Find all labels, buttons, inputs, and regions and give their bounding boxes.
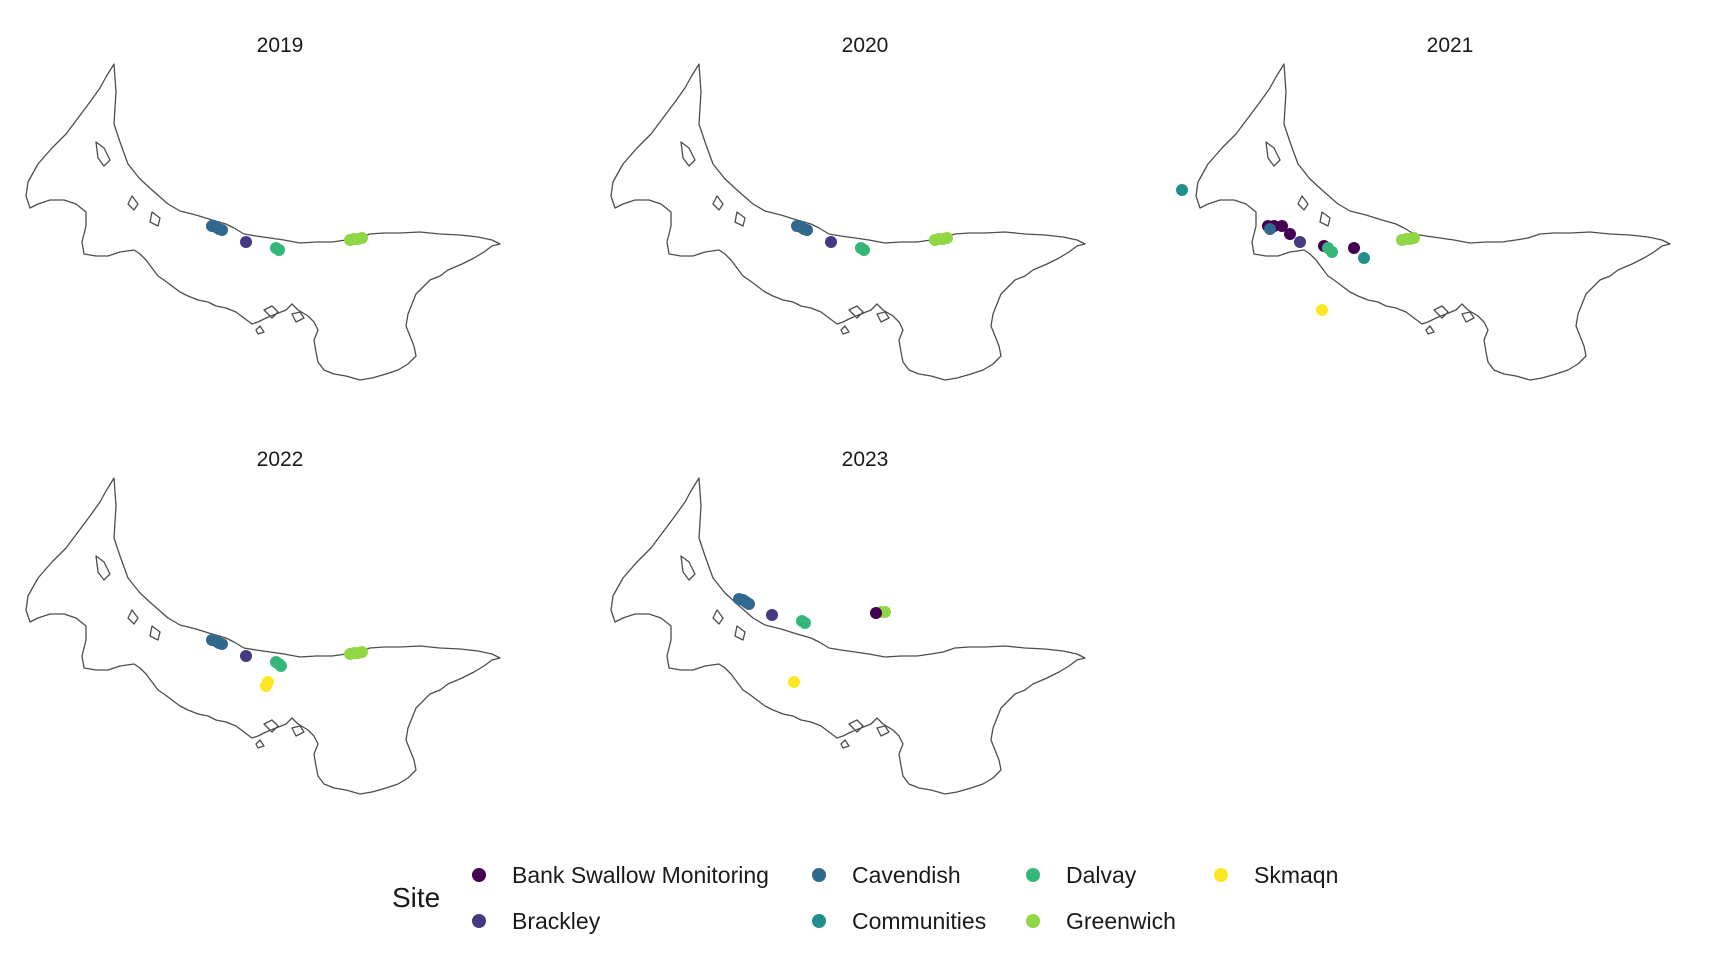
- site-point-communities: [1358, 252, 1370, 264]
- legend-item-cavendish: Cavendish: [812, 860, 961, 890]
- island-outline: [25, 477, 501, 795]
- site-point-brackley: [766, 609, 778, 621]
- site-point-brackley: [240, 650, 252, 662]
- site-point-communities: [1176, 184, 1188, 196]
- panel-title-2019: 2019: [256, 34, 304, 57]
- island-outline: [25, 63, 501, 381]
- legend-dot-greenwich: [1026, 914, 1040, 928]
- site-point-cavendish: [216, 638, 228, 650]
- island-map-2021: [1176, 63, 1671, 381]
- map-panel-2023: 2023: [585, 428, 1145, 828]
- island-outline: [1195, 63, 1671, 381]
- site-point-cavendish: [216, 224, 228, 236]
- island-outline: [610, 63, 1086, 381]
- legend-label: Dalvay: [1066, 861, 1137, 888]
- panel-title-2021: 2021: [1426, 34, 1474, 57]
- legend-label: Greenwich: [1066, 907, 1176, 934]
- legend-dot-cavendish: [812, 868, 826, 882]
- panel-title-2023: 2023: [841, 448, 889, 471]
- legend-item-brackley: Brackley: [472, 906, 600, 936]
- site-point-cavendish: [743, 598, 755, 610]
- site-point-cavendish: [801, 224, 813, 236]
- legend-dot-brackley: [472, 914, 486, 928]
- site-point-greenwich: [941, 232, 953, 244]
- legend-label: Cavendish: [852, 861, 961, 888]
- site-point-greenwich: [356, 646, 368, 658]
- site-point-greenwich: [1408, 232, 1420, 244]
- legend-label: Brackley: [512, 907, 601, 934]
- island-map-2023: [610, 477, 1086, 795]
- site-point-brackley: [240, 236, 252, 248]
- legend-item-communities: Communities: [812, 906, 986, 936]
- island-map-2022: [25, 477, 501, 795]
- map-panel-2020: 2020: [585, 14, 1145, 414]
- legend-item-bank-swallow-monitoring: Bank Swallow Monitoring: [472, 860, 769, 890]
- legend-dot-skmaqn: [1214, 868, 1228, 882]
- site-point-skmaqn: [260, 680, 272, 692]
- site-point-bank-swallow-monitoring: [1348, 242, 1360, 254]
- site-point-dalvay: [1326, 246, 1338, 258]
- site-point-skmaqn: [1316, 304, 1328, 316]
- legend-label: Bank Swallow Monitoring: [512, 861, 769, 888]
- legend-item-greenwich: Greenwich: [1026, 906, 1176, 936]
- site-point-dalvay: [799, 617, 811, 629]
- legend: Site Bank Swallow Monitoring Brackley Ca…: [380, 850, 1380, 960]
- site-point-brackley: [825, 236, 837, 248]
- island-map-2020: [610, 63, 1086, 381]
- site-point-bank-swallow-monitoring: [870, 607, 882, 619]
- panel-title-2022: 2022: [256, 448, 304, 471]
- map-panel-2022: 2022: [0, 428, 560, 828]
- legend-dot-communities: [812, 914, 826, 928]
- site-point-cavendish: [1264, 223, 1276, 235]
- legend-title: Site: [392, 882, 441, 913]
- island-outline: [610, 477, 1086, 795]
- site-point-dalvay: [275, 660, 287, 672]
- panel-title-2020: 2020: [841, 34, 889, 57]
- island-map-2019: [25, 63, 501, 381]
- legend-item-dalvay: Dalvay: [1026, 860, 1136, 890]
- site-point-greenwich: [879, 606, 891, 618]
- map-panel-2021: 2021: [1170, 14, 1728, 414]
- site-point-brackley: [1294, 236, 1306, 248]
- legend-label: Communities: [852, 907, 987, 934]
- legend-label: Skmaqn: [1254, 861, 1339, 888]
- site-point-dalvay: [858, 244, 870, 256]
- map-panel-2019: 2019: [0, 14, 560, 414]
- legend-item-skmaqn: Skmaqn: [1214, 860, 1338, 890]
- site-point-greenwich: [356, 232, 368, 244]
- site-point-skmaqn: [788, 676, 800, 688]
- legend-dot-bank-swallow-monitoring: [472, 868, 486, 882]
- site-point-bank-swallow-monitoring: [1284, 228, 1296, 240]
- legend-dot-dalvay: [1026, 868, 1040, 882]
- site-point-bank-swallow-monitoring: [1276, 220, 1288, 232]
- site-point-dalvay: [273, 244, 285, 256]
